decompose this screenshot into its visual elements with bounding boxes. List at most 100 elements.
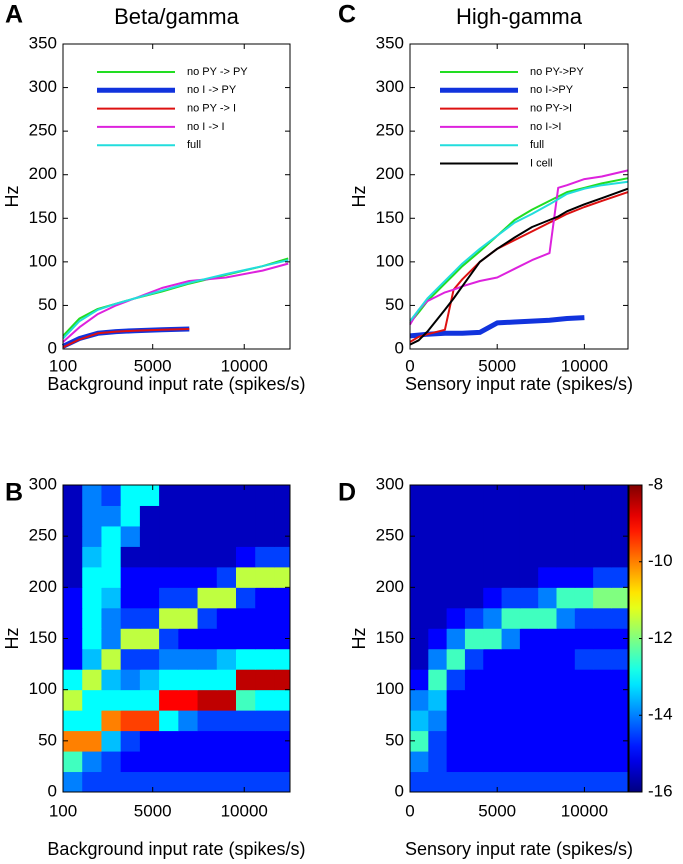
- heat-cell: [120, 587, 141, 609]
- heat-cell: [483, 771, 503, 793]
- heat-cell: [464, 648, 484, 670]
- heat-cell: [464, 505, 484, 527]
- heat-cell: [274, 710, 291, 732]
- heat-cell: [197, 505, 218, 527]
- colorbar-tick-label: -8: [648, 474, 663, 493]
- y-tick-label: 50: [38, 730, 57, 749]
- y-tick-label: 50: [385, 730, 404, 749]
- heat-cell: [464, 546, 484, 568]
- heat-cell: [574, 689, 594, 711]
- heat-cell: [159, 525, 179, 547]
- heat-cell: [501, 730, 521, 752]
- y-tick-label: 250: [29, 121, 57, 140]
- heat-cell: [82, 587, 102, 609]
- x-tick-label: 5000: [478, 356, 516, 375]
- heat-cell: [428, 730, 448, 752]
- heat-cell: [464, 485, 484, 506]
- heat-cell: [178, 689, 199, 711]
- heat-cell: [410, 587, 429, 609]
- heat-cell: [159, 689, 179, 711]
- x-tick-label: 0: [405, 356, 414, 375]
- y-tick-label: 300: [376, 77, 404, 96]
- heat-cell: [593, 648, 612, 670]
- heat-cell: [446, 751, 466, 773]
- heat-cell: [538, 546, 557, 568]
- heat-cell: [446, 485, 466, 506]
- series-line: [62, 328, 190, 349]
- y-axis-label: Hz: [349, 628, 369, 650]
- heat-cell: [483, 751, 503, 773]
- heat-cell: [501, 771, 521, 793]
- heat-cell: [519, 730, 539, 752]
- heat-cell: [159, 751, 179, 773]
- heat-cell: [197, 546, 218, 568]
- heat-cell: [82, 751, 102, 773]
- legend-label: no PY -> PY: [187, 66, 248, 78]
- heat-cell: [101, 607, 122, 629]
- heat-cell: [428, 566, 448, 588]
- heat-cell: [178, 751, 199, 773]
- heat-cell: [235, 710, 256, 732]
- y-tick-label: 0: [395, 338, 404, 357]
- heat-cell: [101, 771, 122, 793]
- heat-cell: [501, 485, 521, 506]
- heat-cell: [428, 607, 448, 629]
- heat-cell: [178, 505, 199, 527]
- y-tick-label: 50: [385, 295, 404, 314]
- heat-cell: [197, 628, 218, 650]
- heat-cell: [178, 771, 199, 793]
- heat-cell: [446, 771, 466, 793]
- y-tick-label: 100: [376, 679, 404, 698]
- heat-cell: [159, 566, 179, 588]
- heat-cell: [235, 730, 256, 752]
- y-tick-label: 100: [376, 251, 404, 270]
- heat-cell: [197, 710, 218, 732]
- heat-cell: [483, 710, 503, 732]
- heat-cell: [255, 607, 275, 629]
- heat-cell: [593, 628, 612, 650]
- heat-cell: [159, 505, 179, 527]
- heat-cell: [593, 485, 612, 506]
- heat-cell: [519, 566, 539, 588]
- x-tick-label: 0: [405, 801, 414, 820]
- heat-cell: [120, 546, 141, 568]
- heat-cell: [611, 710, 629, 732]
- series-line: [62, 257, 289, 337]
- heat-cell: [483, 546, 503, 568]
- y-tick-label: 0: [395, 781, 404, 800]
- heat-cell: [216, 648, 237, 670]
- heat-cell: [235, 607, 256, 629]
- heat-cell: [538, 607, 557, 629]
- heat-cell: [574, 505, 594, 527]
- heat-cell: [101, 669, 122, 691]
- heat-cell: [556, 689, 576, 711]
- heat-cell: [120, 485, 141, 506]
- heat-cell: [82, 607, 102, 629]
- heat-cell: [235, 689, 256, 711]
- heat-cell: [556, 587, 576, 609]
- heat-cell: [63, 566, 83, 588]
- heat-cell: [63, 648, 83, 670]
- heat-cell: [255, 648, 275, 670]
- heat-cell: [216, 525, 237, 547]
- heat-cell: [255, 505, 275, 527]
- x-tick-label: 10000: [561, 801, 608, 820]
- heat-cell: [556, 607, 576, 629]
- y-tick-label: 200: [29, 577, 57, 596]
- heat-cell: [519, 546, 539, 568]
- heat-cell: [574, 587, 594, 609]
- heat-cell: [159, 710, 179, 732]
- heat-cell: [139, 546, 160, 568]
- heat-cell: [574, 525, 594, 547]
- heat-cell: [483, 689, 503, 711]
- heat-cell: [274, 546, 291, 568]
- heat-cell: [556, 669, 576, 691]
- heat-cell: [120, 648, 141, 670]
- heat-cell: [63, 669, 83, 691]
- heat-cell: [274, 648, 291, 670]
- heat-cell: [197, 648, 218, 670]
- heat-cell: [501, 587, 521, 609]
- heat-cell: [501, 669, 521, 691]
- x-tick-label: 5000: [134, 801, 172, 820]
